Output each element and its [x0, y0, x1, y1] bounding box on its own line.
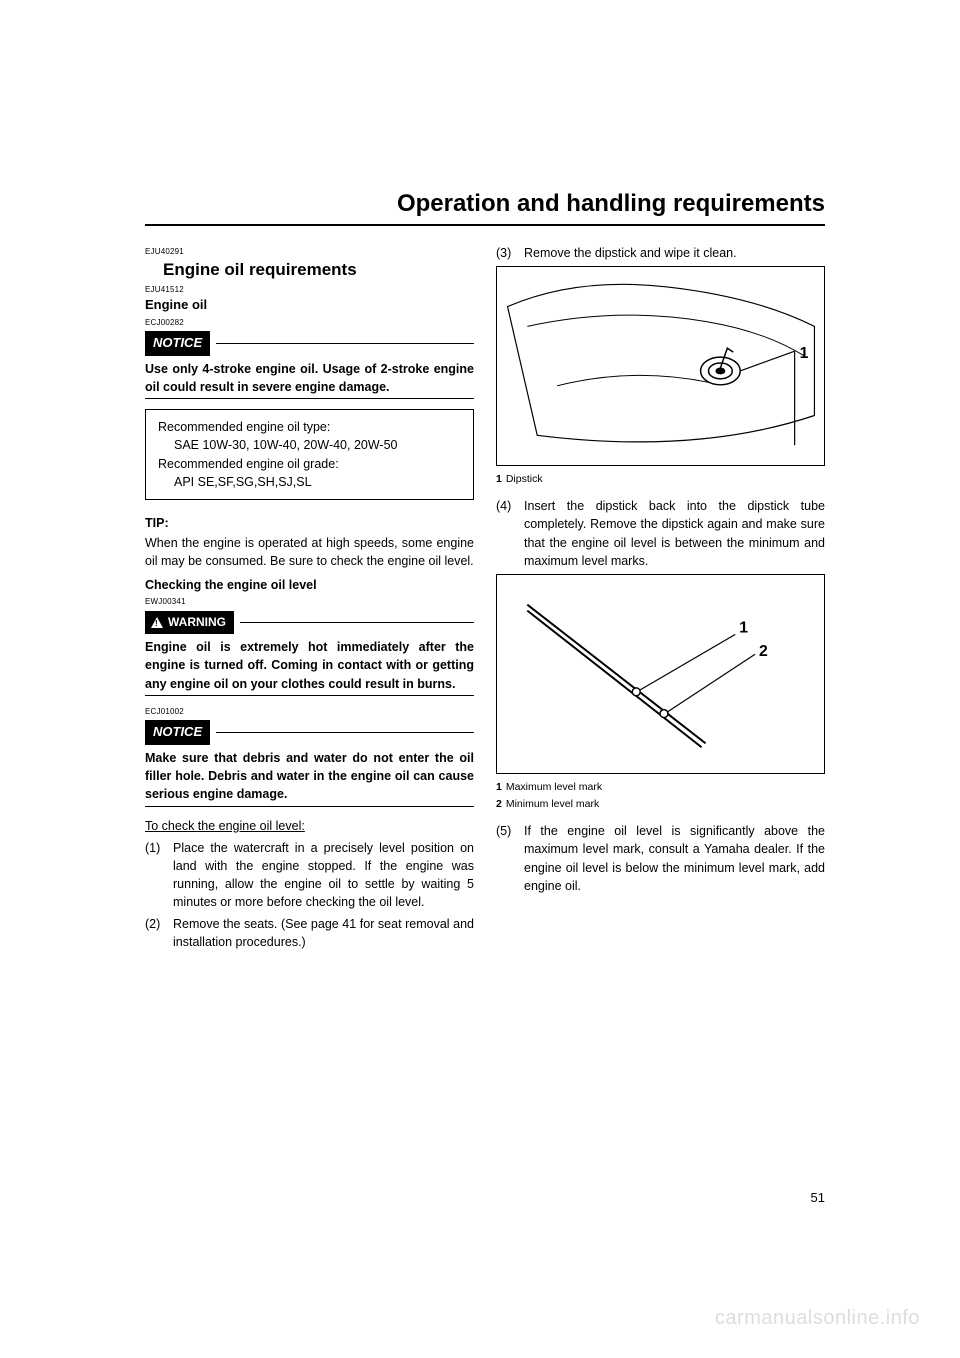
step-text: If the engine oil level is significantly…	[524, 822, 825, 895]
callout-1: 1	[800, 345, 809, 362]
figure-caption: 1 Dipstick	[496, 472, 825, 487]
watermark: carmanualsonline.info	[715, 1307, 920, 1330]
notice-row: NOTICE	[145, 331, 474, 356]
notice-text: Make sure that debris and water do not e…	[145, 749, 474, 803]
step-4: (4) Insert the dipstick back into the di…	[496, 497, 825, 570]
step-number: (2)	[145, 915, 173, 951]
tip-text: When the engine is operated at high spee…	[145, 534, 474, 570]
step-1: (1) Place the watercraft in a precisely …	[145, 839, 474, 912]
step-number: (5)	[496, 822, 524, 895]
ref-code: ECJ01002	[145, 706, 474, 718]
figure-dipstick: 1	[496, 266, 825, 466]
page-number: 51	[811, 1190, 825, 1205]
check-heading: Checking the engine oil level	[145, 576, 474, 594]
warning-label-text: WARNING	[168, 614, 226, 631]
section-title: Engine oil requirements	[145, 258, 474, 283]
spec-grade-label: Recommended engine oil grade:	[158, 455, 461, 473]
label-rule	[216, 343, 474, 344]
step-5: (5) If the engine oil level is significa…	[496, 822, 825, 895]
warning-icon	[151, 617, 163, 628]
spec-type-value: SAE 10W-30, 10W-40, 20W-40, 20W-50	[158, 436, 461, 454]
label-rule	[240, 622, 474, 623]
spec-type-label: Recommended engine oil type:	[158, 418, 461, 436]
chapter-title: Operation and handling requirements	[145, 190, 825, 226]
step-number: (4)	[496, 497, 524, 570]
step-number: (1)	[145, 839, 173, 912]
label-rule	[216, 732, 474, 733]
step-text: Remove the dipstick and wipe it clean.	[524, 244, 825, 262]
warning-row: WARNING	[145, 611, 474, 634]
callout-2: 2	[759, 643, 768, 660]
caption-num: 2	[496, 798, 502, 810]
caption-text: Dipstick	[506, 473, 543, 485]
notice-text: Use only 4-stroke engine oil. Usage of 2…	[145, 360, 474, 396]
divider	[145, 806, 474, 807]
left-column: EJU40291 Engine oil requirements EJU4151…	[145, 244, 474, 955]
step-2: (2) Remove the seats. (See page 41 for s…	[145, 915, 474, 951]
caption-num: 1	[496, 473, 502, 485]
step-text: Place the watercraft in a precisely leve…	[173, 839, 474, 912]
caption-text: Minimum level mark	[506, 798, 599, 810]
notice-row: NOTICE	[145, 720, 474, 745]
ref-code: EWJ00341	[145, 596, 474, 608]
step-3: (3) Remove the dipstick and wipe it clea…	[496, 244, 825, 262]
right-column: (3) Remove the dipstick and wipe it clea…	[496, 244, 825, 955]
ref-code: EJU41512	[145, 284, 474, 296]
ref-code: ECJ00282	[145, 317, 474, 329]
caption-num: 1	[496, 781, 502, 793]
notice-label: NOTICE	[145, 720, 210, 745]
figure-caption: 1 Maximum level mark	[496, 780, 825, 795]
notice-label: NOTICE	[145, 331, 210, 356]
step-number: (3)	[496, 244, 524, 262]
figure-dipstick-marks: 1 2	[496, 574, 825, 774]
figure-caption: 2 Minimum level mark	[496, 797, 825, 812]
caption-text: Maximum level mark	[506, 781, 602, 793]
procedure-heading: To check the engine oil level:	[145, 817, 474, 835]
callout-1: 1	[739, 619, 748, 636]
step-text: Insert the dipstick back into the dipsti…	[524, 497, 825, 570]
ref-code: EJU40291	[145, 246, 474, 258]
warning-label: WARNING	[145, 611, 234, 634]
warning-text: Engine oil is extremely hot immediately …	[145, 638, 474, 692]
divider	[145, 398, 474, 399]
spec-grade-value: API SE,SF,SG,SH,SJ,SL	[158, 473, 461, 491]
engine-oil-heading: Engine oil	[145, 296, 474, 315]
spec-box: Recommended engine oil type: SAE 10W-30,…	[145, 409, 474, 500]
step-text: Remove the seats. (See page 41 for seat …	[173, 915, 474, 951]
divider	[145, 695, 474, 696]
tip-heading: TIP:	[145, 514, 474, 532]
